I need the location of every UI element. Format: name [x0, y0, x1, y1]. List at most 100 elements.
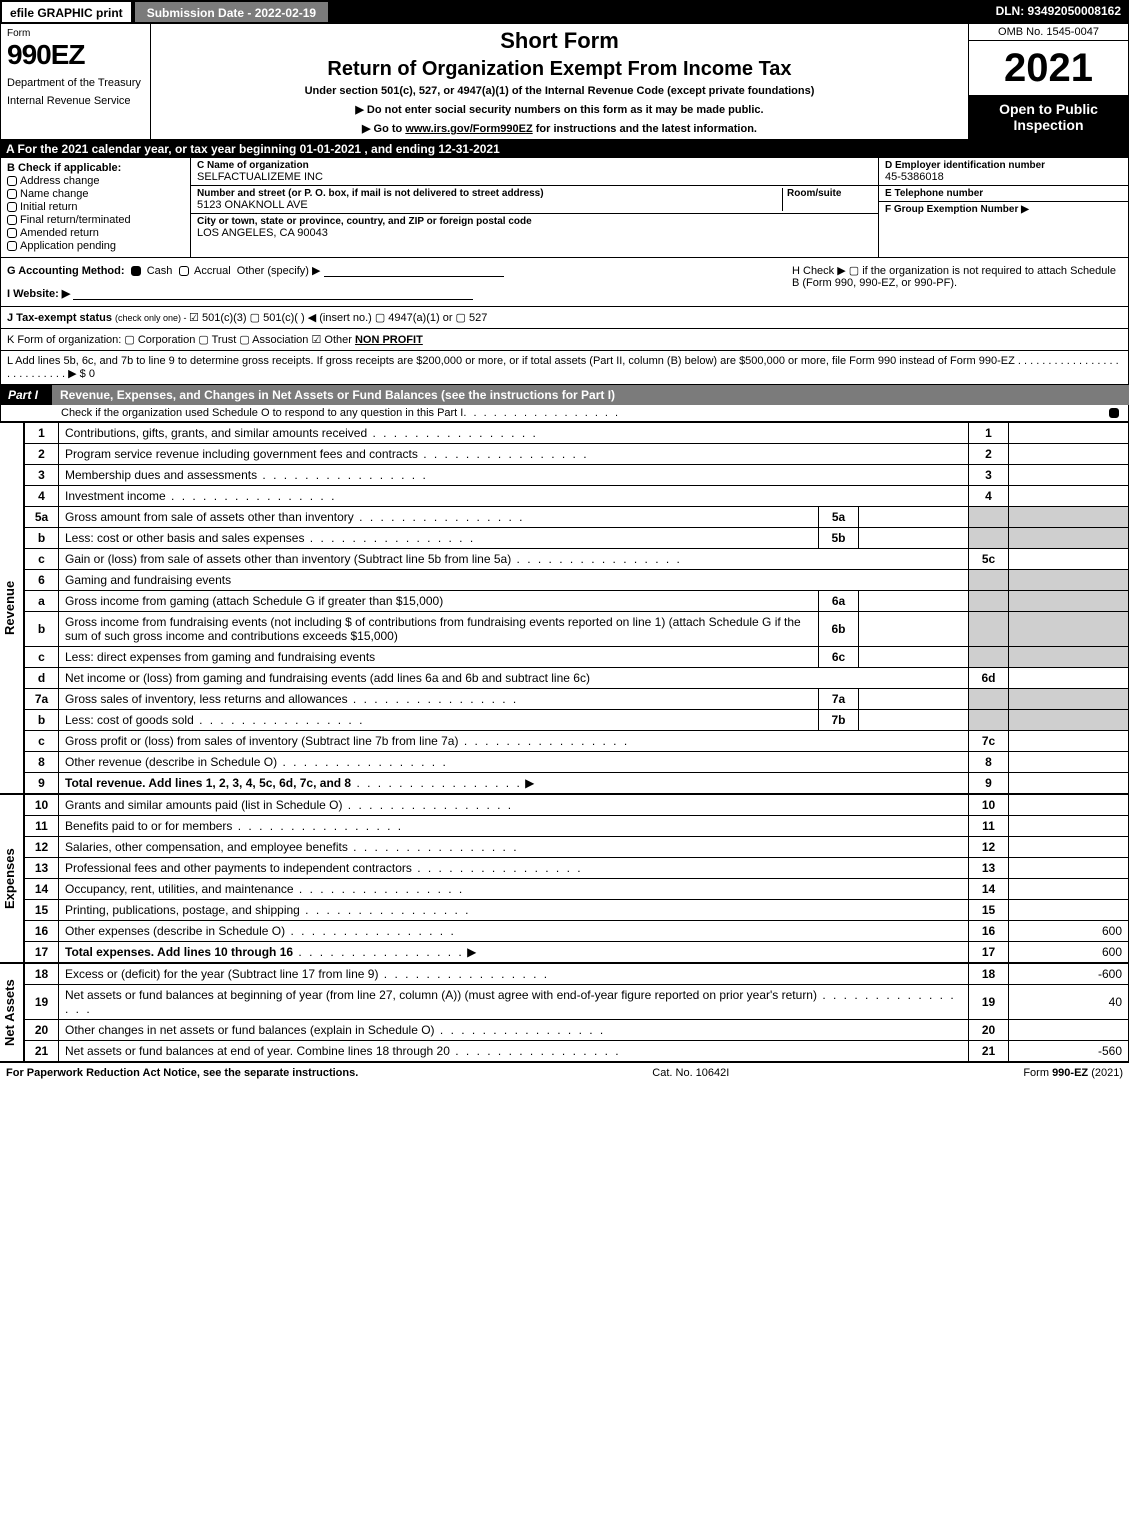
tel-cell: E Telephone number: [879, 186, 1128, 202]
line-21: 21Net assets or fund balances at end of …: [25, 1041, 1129, 1062]
group-label: F Group Exemption Number ▶: [885, 204, 1122, 215]
footer-cat: Cat. No. 10642I: [358, 1067, 1023, 1079]
row-ghi: G Accounting Method: Cash Accrual Other …: [0, 258, 1129, 307]
line-3: 3Membership dues and assessments3: [25, 465, 1129, 486]
expenses-section: Expenses 10Grants and similar amounts pa…: [0, 794, 1129, 963]
row-h: H Check ▶ ▢ if the organization is not r…: [782, 264, 1122, 300]
chk-address-change[interactable]: Address change: [7, 175, 184, 187]
form-number: 990EZ: [7, 39, 144, 71]
chk-schedule-o[interactable]: [1109, 408, 1119, 418]
col-b-header: B Check if applicable:: [7, 162, 184, 174]
expenses-label: Expenses: [0, 794, 24, 963]
row-g: G Accounting Method: Cash Accrual Other …: [7, 264, 782, 277]
footer-left: For Paperwork Reduction Act Notice, see …: [6, 1067, 358, 1079]
netassets-label: Net Assets: [0, 963, 24, 1062]
page-footer: For Paperwork Reduction Act Notice, see …: [0, 1062, 1129, 1083]
header-left: Form 990EZ Department of the Treasury In…: [1, 24, 151, 139]
part1-sub: Check if the organization used Schedule …: [0, 405, 1129, 422]
line-7a: 7aGross sales of inventory, less returns…: [25, 689, 1129, 710]
row-j: J Tax-exempt status (check only one) - ☑…: [0, 307, 1129, 329]
row-a-tax-year: A For the 2021 calendar year, or tax yea…: [0, 140, 1129, 158]
instr-pre: ▶ Go to: [362, 123, 405, 135]
line-16: 16Other expenses (describe in Schedule O…: [25, 921, 1129, 942]
row-i: I Website: ▶: [7, 287, 782, 300]
form-word: Form: [7, 28, 144, 39]
row-k: K Form of organization: ▢ Corporation ▢ …: [0, 329, 1129, 351]
section-bcd: B Check if applicable: Address change Na…: [0, 158, 1129, 258]
chk-initial-return[interactable]: Initial return: [7, 201, 184, 213]
chk-application-pending[interactable]: Application pending: [7, 240, 184, 252]
chk-final-return[interactable]: Final return/terminated: [7, 214, 184, 226]
g-label: G Accounting Method:: [7, 265, 125, 277]
col-d-ids: D Employer identification number 45-5386…: [878, 158, 1128, 257]
col-c-org-info: C Name of organization SELFACTUALIZEME I…: [191, 158, 878, 257]
irs-link[interactable]: www.irs.gov/Form990EZ: [405, 123, 532, 135]
revenue-section: Revenue 1Contributions, gifts, grants, a…: [0, 422, 1129, 794]
chk-cash[interactable]: [131, 266, 141, 276]
part1-tab: Part I: [0, 385, 52, 405]
line-14: 14Occupancy, rent, utilities, and mainte…: [25, 879, 1129, 900]
line-15: 15Printing, publications, postage, and s…: [25, 900, 1129, 921]
line-17: 17Total expenses. Add lines 10 through 1…: [25, 942, 1129, 963]
street-row: Number and street (or P. O. box, if mail…: [191, 186, 878, 214]
part1-header: Part I Revenue, Expenses, and Changes in…: [0, 385, 1129, 405]
part1-title: Revenue, Expenses, and Changes in Net As…: [52, 385, 1129, 405]
efile-print-label[interactable]: efile GRAPHIC print: [0, 0, 133, 24]
city-label: City or town, state or province, country…: [197, 216, 872, 227]
line-18: 18Excess or (deficit) for the year (Subt…: [25, 964, 1129, 985]
group-cell: F Group Exemption Number ▶: [879, 202, 1128, 217]
org-name-label: C Name of organization: [197, 160, 872, 171]
dln-label: DLN: 93492050008162: [988, 0, 1129, 24]
instr-post: for instructions and the latest informat…: [536, 123, 757, 135]
line-1: 1Contributions, gifts, grants, and simil…: [25, 423, 1129, 444]
revenue-label: Revenue: [0, 422, 24, 794]
j-options[interactable]: ☑ 501(c)(3) ▢ 501(c)( ) ◀ (insert no.) ▢…: [189, 312, 487, 324]
k-other-value: NON PROFIT: [355, 334, 423, 346]
short-form-title: Short Form: [159, 28, 960, 54]
k-options[interactable]: K Form of organization: ▢ Corporation ▢ …: [7, 334, 355, 346]
irs-label: Internal Revenue Service: [7, 95, 144, 107]
line-4: 4Investment income4: [25, 486, 1129, 507]
netassets-section: Net Assets 18Excess or (deficit) for the…: [0, 963, 1129, 1062]
website-input[interactable]: [73, 288, 473, 300]
chk-accrual[interactable]: [179, 266, 189, 276]
line-13: 13Professional fees and other payments t…: [25, 858, 1129, 879]
line-8: 8Other revenue (describe in Schedule O)8: [25, 752, 1129, 773]
line-5b: bLess: cost or other basis and sales exp…: [25, 528, 1129, 549]
tel-label: E Telephone number: [885, 188, 1122, 199]
omb-number: OMB No. 1545-0047: [969, 24, 1128, 41]
line-12: 12Salaries, other compensation, and empl…: [25, 837, 1129, 858]
instr-link-row: ▶ Go to www.irs.gov/Form990EZ for instru…: [159, 122, 960, 135]
street: 5123 ONAKNOLL AVE: [197, 199, 782, 211]
top-bar: efile GRAPHIC print Submission Date - 20…: [0, 0, 1129, 24]
other-method-input[interactable]: [324, 265, 504, 277]
dept-treasury: Department of the Treasury: [7, 77, 144, 89]
org-name: SELFACTUALIZEME INC: [197, 171, 872, 183]
line-7b: bLess: cost of goods sold7b: [25, 710, 1129, 731]
instr-ssn: ▶ Do not enter social security numbers o…: [159, 103, 960, 116]
line-6d: dNet income or (loss) from gaming and fu…: [25, 668, 1129, 689]
form-subtitle: Under section 501(c), 527, or 4947(a)(1)…: [159, 85, 960, 97]
ein: 45-5386018: [885, 171, 1122, 183]
chk-amended-return[interactable]: Amended return: [7, 227, 184, 239]
line-19: 19Net assets or fund balances at beginni…: [25, 985, 1129, 1020]
footer-right: Form 990-EZ (2021): [1023, 1067, 1123, 1079]
line-6: 6Gaming and fundraising events: [25, 570, 1129, 591]
header-right: OMB No. 1545-0047 2021 Open to Public In…: [968, 24, 1128, 139]
line-9: 9Total revenue. Add lines 1, 2, 3, 4, 5c…: [25, 773, 1129, 794]
line-20: 20Other changes in net assets or fund ba…: [25, 1020, 1129, 1041]
ein-label: D Employer identification number: [885, 160, 1122, 171]
chk-name-change[interactable]: Name change: [7, 188, 184, 200]
line-6a: aGross income from gaming (attach Schedu…: [25, 591, 1129, 612]
city: LOS ANGELES, CA 90043: [197, 227, 872, 239]
street-label: Number and street (or P. O. box, if mail…: [197, 188, 782, 199]
header-mid: Short Form Return of Organization Exempt…: [151, 24, 968, 139]
open-to-public: Open to Public Inspection: [969, 95, 1128, 139]
org-name-cell: C Name of organization SELFACTUALIZEME I…: [191, 158, 878, 186]
ein-cell: D Employer identification number 45-5386…: [879, 158, 1128, 186]
submission-date: Submission Date - 2022-02-19: [133, 0, 330, 24]
line-5c: cGain or (loss) from sale of assets othe…: [25, 549, 1129, 570]
form-header: Form 990EZ Department of the Treasury In…: [0, 24, 1129, 140]
form-title: Return of Organization Exempt From Incom…: [159, 58, 960, 81]
city-cell: City or town, state or province, country…: [191, 214, 878, 241]
